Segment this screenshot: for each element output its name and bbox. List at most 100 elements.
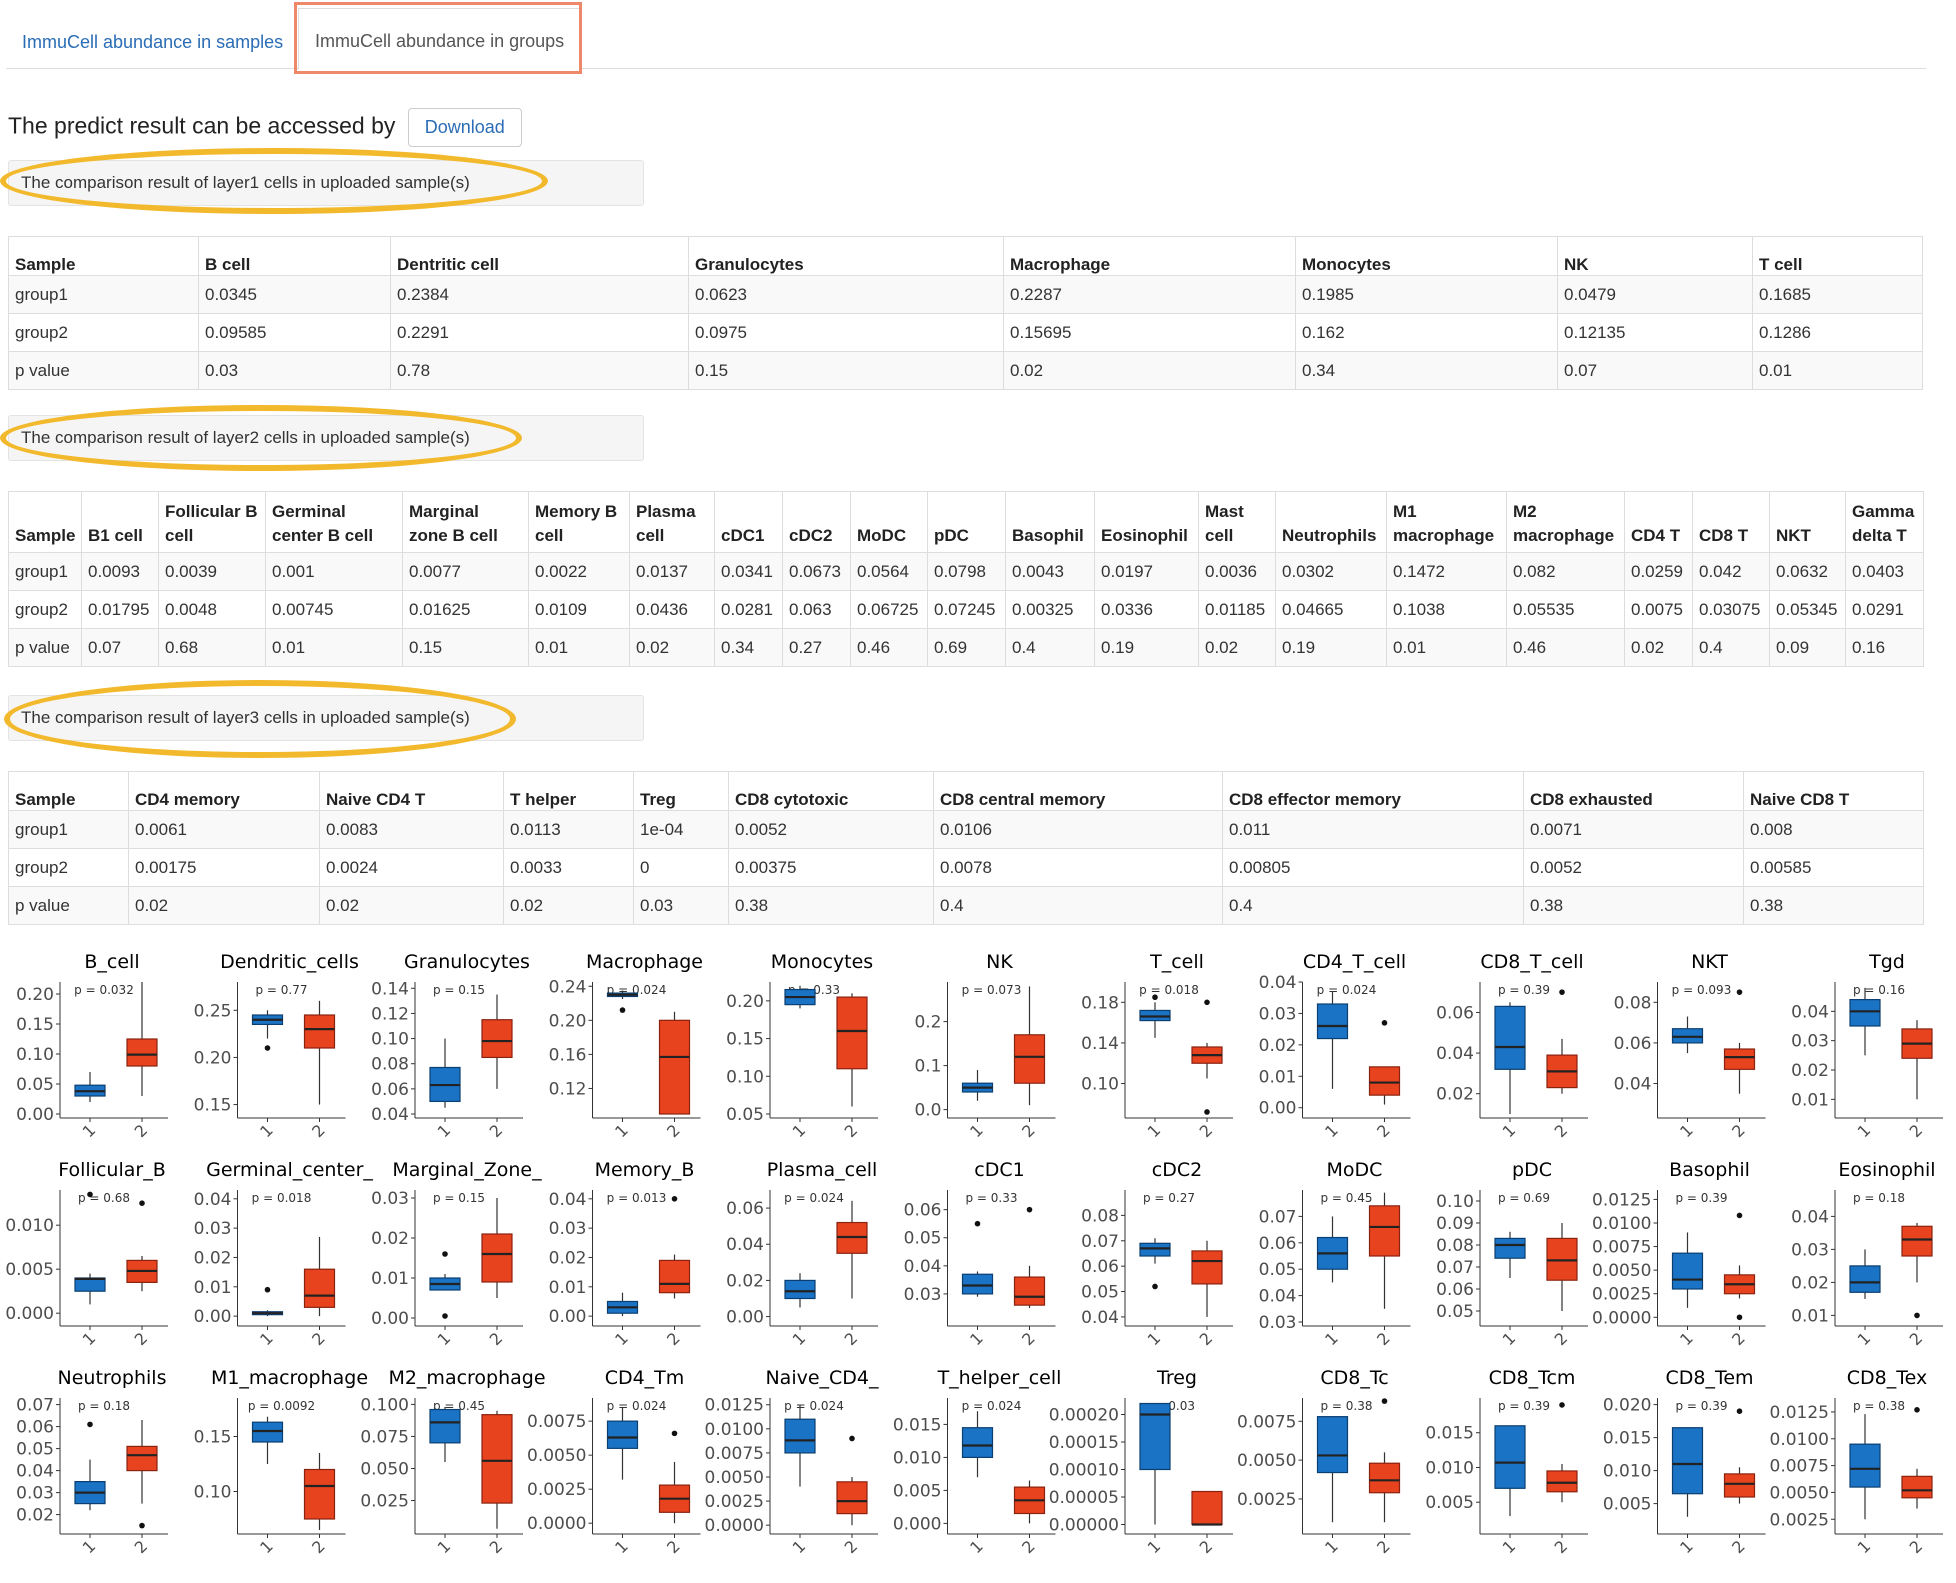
- column-header: NKT: [1769, 491, 1846, 553]
- y-tick-label: 0.06: [371, 1080, 409, 1100]
- table-cell: 0.0078: [933, 848, 1223, 887]
- table-cell: 0.1685: [1752, 275, 1923, 314]
- table-cell: 0.0052: [1523, 848, 1744, 887]
- layer1-title: The comparison result of layer1 cells in…: [8, 160, 644, 206]
- table-cell: 0.01795: [81, 590, 159, 629]
- boxplot-panel: Granulocytes p = 0.15 0.04 0.06 0.08 0.10 0.12…: [371, 951, 530, 1141]
- p-value-label: p = 0.024: [1317, 983, 1377, 997]
- tab-immucell-samples[interactable]: ImmuCell abundance in samples: [22, 32, 284, 52]
- x-tick-label: 2: [1018, 1121, 1039, 1142]
- box-group-2: [1723, 1473, 1756, 1498]
- y-tick-label: 0.03: [194, 1219, 232, 1239]
- tab-immucell-groups[interactable]: ImmuCell abundance in groups: [298, 8, 582, 70]
- table-cell: 0.1286: [1752, 313, 1923, 352]
- column-header: Monocytes: [1295, 236, 1558, 276]
- y-tick-label: 0.02: [1436, 1085, 1474, 1105]
- y-tick-label: 0.02: [1259, 1036, 1297, 1056]
- column-header: Neutrophils: [1275, 491, 1387, 553]
- table-row: group2 0.09585 0.2291 0.0975 0.15695 0.162 0.1…: [8, 313, 1923, 352]
- y-tick-label: 0.05: [16, 1440, 54, 1460]
- y-tick-label: 0.1: [914, 1057, 941, 1077]
- x-tick-label: 1: [434, 1121, 455, 1142]
- outlier-point: [1381, 1398, 1388, 1404]
- table-cell: 0.38: [728, 886, 934, 925]
- boxplot-panel: Basophil p = 0.39 0.0000 0.0025 0.0050 0.0075…: [1592, 1159, 1766, 1350]
- table-row: group2 0.00175 0.0024 0.0033 0 0.00375 0.0078 0…: [8, 848, 1924, 887]
- y-tick-label: 0.04: [1081, 1308, 1119, 1328]
- panel-title: CD8_Tc: [1320, 1367, 1388, 1389]
- panel-title: B_cell: [84, 951, 139, 973]
- column-header: Follicular B cell: [158, 491, 266, 553]
- x-tick-label: 2: [841, 1121, 862, 1142]
- y-tick-label: 0.0075: [1770, 1457, 1829, 1477]
- y-tick-label: 0.03: [549, 1219, 587, 1239]
- table-cell: 0.0077: [402, 552, 529, 591]
- table-cell: 0.09585: [198, 313, 391, 352]
- panel-title: Memory_B: [595, 1159, 695, 1181]
- p-value-label: p = 0.38: [1320, 1399, 1372, 1413]
- layer2-table: Sample B1 cell Follicular B cell Germinal c…: [8, 491, 1924, 667]
- box-group-1: [1671, 1252, 1704, 1290]
- panel-title: NK: [986, 951, 1013, 973]
- p-value-label: p = 0.024: [962, 1399, 1022, 1413]
- outlier-point: [1914, 1312, 1920, 1319]
- y-tick-label: 0.04: [549, 1190, 587, 1210]
- p-value-label: p = 0.39: [1498, 1399, 1550, 1413]
- y-tick-label: 0.04: [1791, 1002, 1829, 1022]
- table-cell: group2: [8, 848, 129, 887]
- y-tick-label: 0.01: [1791, 1306, 1829, 1326]
- y-tick-label: 0.0000: [1592, 1308, 1651, 1328]
- box-group-1: [961, 1427, 994, 1458]
- table-cell: 0.0083: [319, 810, 504, 849]
- p-value-label: p = 0.45: [1320, 1191, 1372, 1205]
- x-tick-label: 2: [1728, 1537, 1749, 1558]
- column-header: cDC1: [714, 491, 783, 553]
- x-tick-label: 1: [789, 1121, 810, 1142]
- box-group-1: [1494, 1005, 1526, 1070]
- panel-title: T_cell: [1149, 951, 1204, 973]
- y-tick-label: 0.03: [371, 1189, 409, 1209]
- x-tick-label: 2: [1196, 1121, 1217, 1142]
- table-cell: 0.00805: [1222, 848, 1524, 887]
- y-tick-label: 0.05: [904, 1229, 942, 1249]
- x-tick-label: 2: [663, 1121, 684, 1142]
- box-group-2: [1901, 1225, 1933, 1257]
- x-tick-label: 1: [1499, 1329, 1520, 1350]
- table-cell: 0.78: [390, 351, 689, 390]
- table-cell: 0.03075: [1692, 590, 1770, 629]
- y-tick-label: 0.05: [1081, 1283, 1119, 1303]
- column-header: Sample: [8, 236, 199, 276]
- table-cell: 0.0075: [1624, 590, 1693, 629]
- y-tick-label: 0.00015: [1049, 1433, 1119, 1453]
- column-header: Marginal zone B cell: [402, 491, 529, 553]
- x-tick-label: 1: [1676, 1329, 1697, 1350]
- panel-title: M1_macrophage: [211, 1367, 368, 1389]
- table-cell: 0.03: [198, 351, 391, 390]
- download-button[interactable]: Download: [407, 108, 522, 147]
- column-header: Basophil: [1005, 491, 1095, 553]
- table-cell: 0.001: [265, 552, 403, 591]
- column-header: T cell: [1752, 236, 1923, 276]
- y-tick-label: 0.05: [726, 1105, 764, 1125]
- table-cell: 0.008: [1743, 810, 1924, 849]
- panel-title: Neutrophils: [58, 1367, 167, 1389]
- x-tick-label: 1: [1854, 1329, 1875, 1350]
- table-cell: 0.02: [503, 886, 634, 925]
- box-group-2: [126, 1445, 158, 1472]
- box-group-1: [1849, 1265, 1881, 1293]
- table-cell: 0.162: [1295, 313, 1558, 352]
- table-row: group1 0.0093 0.0039 0.001 0.0077 0.0022 0.013…: [8, 552, 1924, 591]
- p-value-label: p = 0.38: [1853, 1399, 1905, 1413]
- box-group-2: [303, 1014, 336, 1049]
- y-tick-label: 0.06: [1259, 1234, 1297, 1254]
- y-tick-label: 0.00: [16, 1105, 54, 1125]
- x-tick-label: 2: [1728, 1329, 1749, 1350]
- column-header: Gamma delta T: [1845, 491, 1924, 553]
- outlier-point: [619, 1007, 626, 1013]
- outlier-point: [1736, 1212, 1743, 1219]
- box-group-2: [1368, 1066, 1401, 1096]
- table-cell: 0.0197: [1094, 552, 1199, 591]
- table-cell: 0.011: [1222, 810, 1524, 849]
- y-tick-label: 0.01: [549, 1278, 587, 1298]
